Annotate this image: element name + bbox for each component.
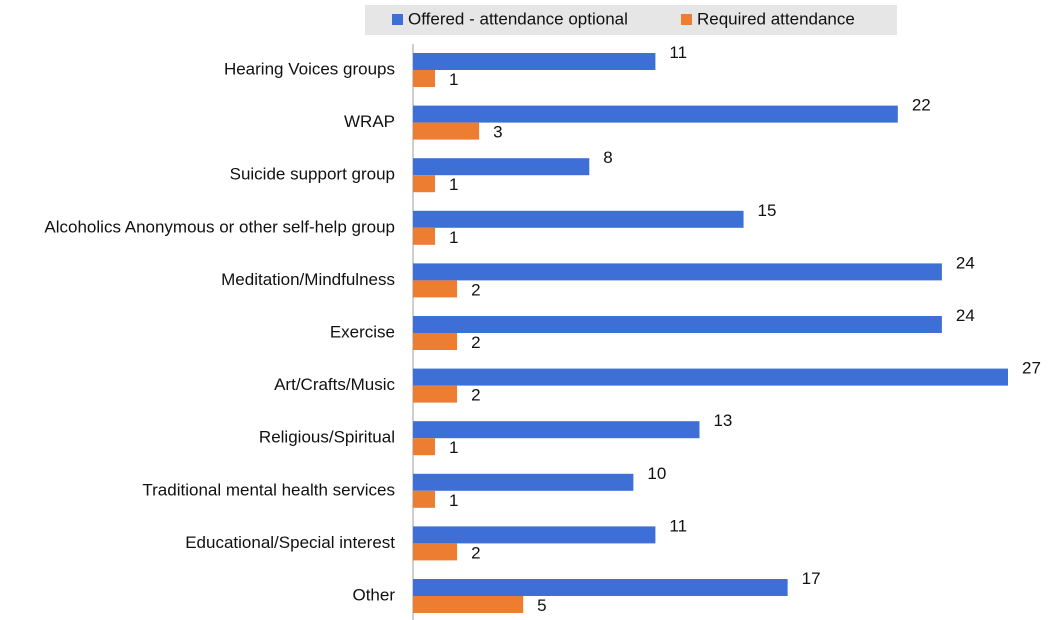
data-label: 1	[449, 228, 458, 247]
legend-box	[365, 5, 897, 35]
category-label: Other	[352, 585, 395, 604]
category-label: Art/Crafts/Music	[274, 375, 395, 394]
bar	[413, 543, 458, 561]
bar	[413, 490, 436, 508]
data-label: 5	[537, 596, 546, 615]
bar	[413, 263, 942, 281]
category-label: Suicide support group	[230, 165, 395, 184]
bar	[413, 438, 436, 456]
bar	[413, 175, 436, 193]
data-label: 1	[449, 491, 458, 510]
bar	[413, 280, 458, 298]
data-label: 24	[956, 253, 975, 272]
category-label: WRAP	[344, 112, 395, 131]
bar	[413, 53, 656, 70]
bar	[413, 473, 634, 491]
bar	[413, 122, 480, 140]
data-label: 2	[471, 333, 480, 352]
bar	[413, 368, 1008, 386]
data-label: 2	[471, 386, 480, 405]
bar	[413, 421, 700, 439]
bar	[413, 227, 436, 245]
data-label: 17	[802, 569, 821, 588]
legend-label: Offered - attendance optional	[408, 9, 628, 28]
data-label: 22	[912, 96, 931, 115]
legend-swatch	[681, 14, 692, 25]
data-label: 2	[471, 543, 480, 562]
bar	[413, 385, 458, 403]
category-label: Educational/Special interest	[185, 533, 395, 552]
data-label: 13	[713, 411, 732, 430]
data-label: 15	[758, 201, 777, 220]
bar	[413, 579, 788, 596]
bar	[413, 526, 656, 544]
data-label: 11	[669, 516, 687, 535]
bar	[413, 158, 590, 176]
bar	[413, 333, 458, 350]
bar	[413, 105, 898, 123]
bar	[413, 316, 942, 333]
data-label: 3	[493, 123, 502, 142]
category-label: Meditation/Mindfulness	[221, 270, 395, 289]
data-label: 1	[449, 438, 458, 457]
category-label: Hearing Voices groups	[224, 59, 395, 78]
data-label: 8	[603, 148, 612, 167]
category-label: Traditional mental health services	[142, 480, 395, 499]
data-label: 1	[449, 175, 458, 194]
bar	[413, 70, 436, 87]
bar	[413, 596, 524, 613]
category-label: Exercise	[330, 322, 395, 341]
category-label: Religious/Spiritual	[259, 428, 395, 447]
data-label: 10	[647, 464, 666, 483]
data-label: 27	[1022, 359, 1041, 378]
data-label: 2	[471, 280, 480, 299]
bar	[413, 210, 744, 228]
legend-swatch	[392, 14, 403, 25]
legend-label: Required attendance	[697, 9, 855, 28]
data-label: 11	[669, 43, 687, 62]
data-label: 24	[956, 306, 975, 325]
data-label: 1	[449, 70, 458, 89]
category-label: Alcoholics Anonymous or other self-help …	[44, 217, 395, 236]
